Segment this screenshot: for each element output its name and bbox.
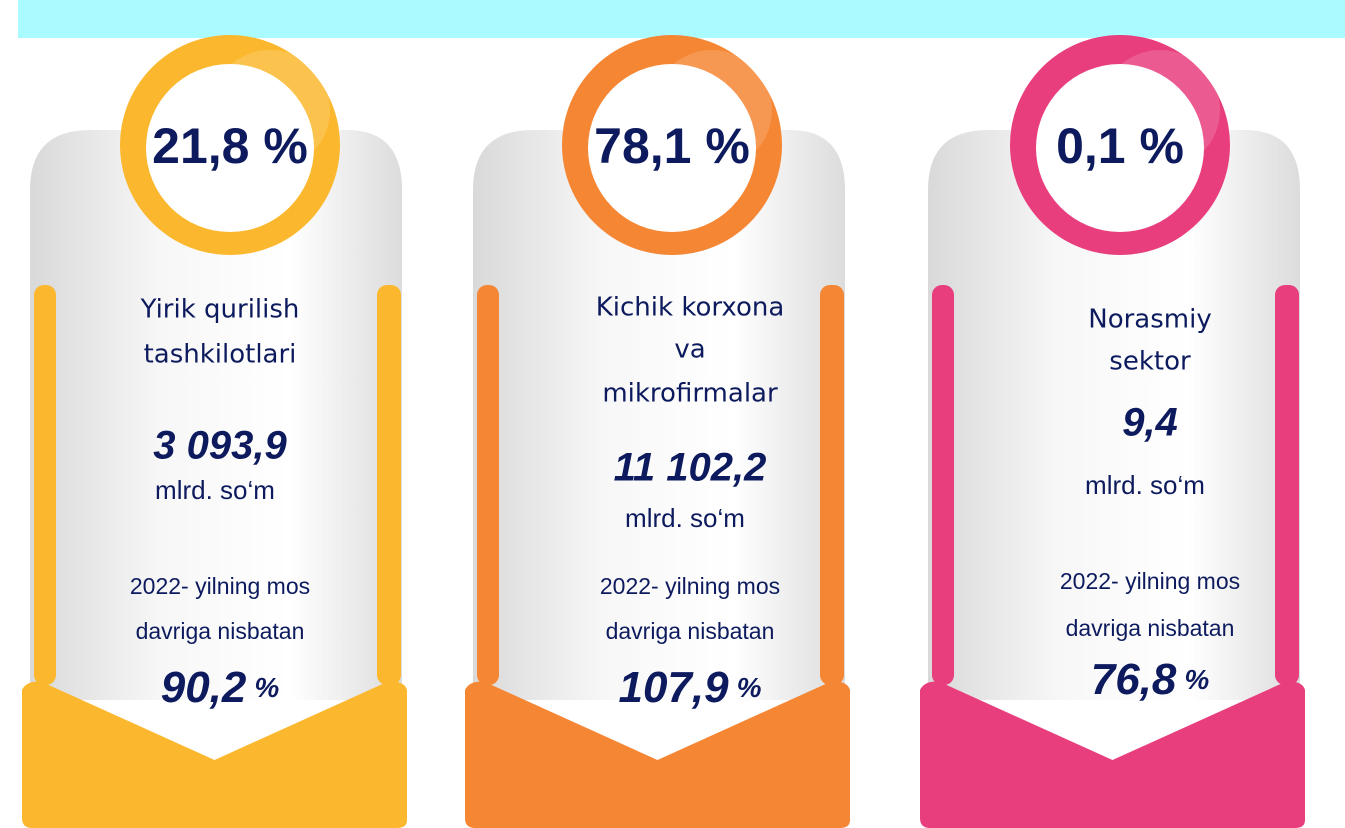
unit: mlrd. so‘m [625,503,745,533]
card: 21,8 % Yirik qurilish tashkilotlari 3 093,9… [22,35,407,828]
side-bar [377,285,401,685]
card-name: sektor [1109,347,1191,377]
note: 2022- yilning mos [600,573,780,599]
card-body [30,130,402,700]
share: 0,1 % [1056,118,1184,174]
card-body [473,130,845,700]
growth-value: 107,9 [618,663,729,712]
growth: 76,8% [1091,655,1210,704]
growth-unit: % [737,672,762,703]
card-name: Yirik qurilish [140,295,300,325]
note: 2022- yilning mos [130,573,310,599]
card-base [22,681,407,828]
card-name: mikrofirmalar [602,379,778,409]
growth-unit: % [254,672,279,703]
card-body [928,130,1300,700]
side-bar [477,285,499,685]
growth-value: 76,8 [1091,655,1177,704]
share: 78,1 % [594,118,750,174]
side-bar [1275,285,1299,685]
card-base [920,681,1305,828]
amount: 3 093,9 [153,424,287,468]
note: 2022- yilning mos [1060,568,1240,594]
note: davriga nisbatan [1066,615,1235,641]
top-band [18,0,1345,38]
card-name: tashkilotlari [144,340,297,370]
unit: mlrd. so‘m [155,475,275,505]
card: 0,1 % Norasmiy sektor 9,4 mlrd. so‘m 2022- yi… [920,35,1305,828]
ring-center [146,64,314,232]
amount: 11 102,2 [614,446,767,490]
card-name: Kichik korxona [596,293,785,323]
unit: mlrd. so‘m [1085,470,1205,500]
side-bar [932,285,954,685]
note: davriga nisbatan [606,618,775,644]
ring-center [1036,64,1204,232]
card-name: Norasmiy [1088,305,1211,335]
side-bar [820,285,844,685]
note: davriga nisbatan [136,618,305,644]
growth: 107,9% [618,663,761,712]
card-base [465,681,850,828]
amount: 9,4 [1122,401,1178,445]
side-bar [34,285,56,685]
card-name: va [674,335,705,365]
card: 78,1 % Kichik korxona va mikrofirmalar 11 10… [465,35,850,828]
share: 21,8 % [152,118,308,174]
growth: 90,2% [161,663,280,712]
ring-center [588,64,756,232]
growth-value: 90,2 [161,663,247,712]
growth-unit: % [1184,664,1209,695]
